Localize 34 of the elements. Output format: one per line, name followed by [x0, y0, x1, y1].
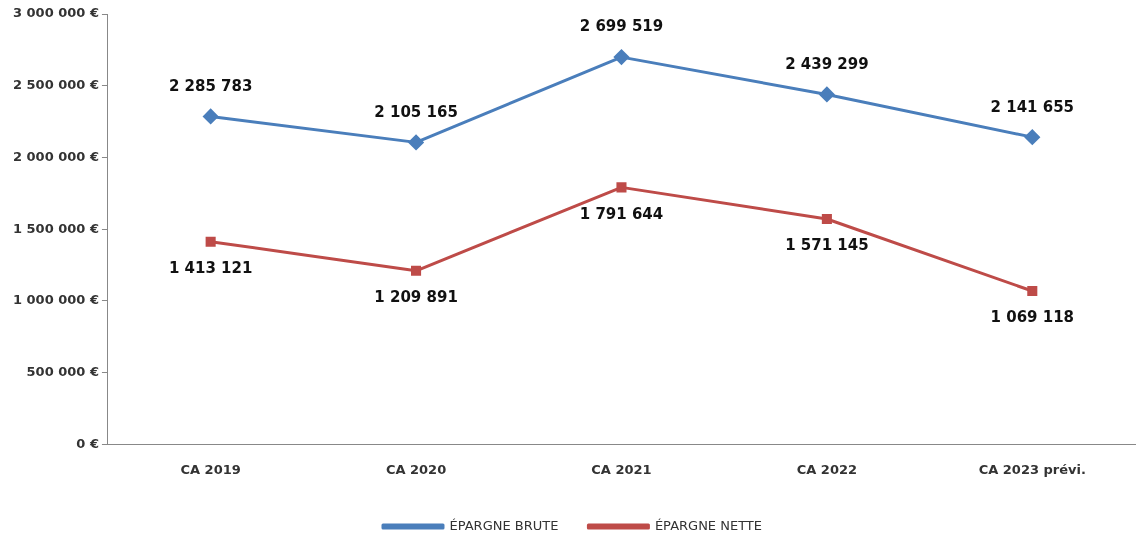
data-label: 2 105 165	[374, 102, 458, 121]
point	[203, 108, 219, 124]
y-tick-label: 3 000 000 €	[12, 5, 99, 21]
data-label: 2 141 655	[990, 97, 1075, 116]
data-label: 2 439 299	[785, 54, 869, 73]
point	[1027, 285, 1038, 297]
y-tick-label: 2 500 000 €	[12, 77, 99, 93]
point	[408, 134, 424, 150]
y-tick-label: 1 000 000 €	[12, 292, 99, 308]
x-tick-label: CA 2020	[385, 461, 447, 477]
data-label: 1 571 145	[785, 236, 869, 255]
point	[613, 49, 629, 65]
point	[616, 182, 627, 193]
point	[205, 236, 216, 247]
data-label: 1 069 118	[990, 308, 1075, 327]
point	[411, 265, 422, 276]
point	[1024, 129, 1040, 145]
y-tick-label: 1 500 000 €	[12, 220, 99, 236]
x-tick-label: CA 2019	[180, 461, 241, 477]
data-label: 1 791 644	[579, 204, 664, 223]
y-tick-label: 0 €	[76, 435, 99, 451]
legend-label: ÉPARGNE NETTE	[654, 517, 763, 533]
x-tick-label: CA 2023 prévi.	[978, 461, 1086, 477]
legend-label: ÉPARGNE BRUTE	[449, 517, 559, 533]
y-tick-label: 500 000 €	[26, 364, 99, 380]
y-tick-label: 2 000 000 €	[12, 148, 99, 164]
data-label: 1 413 121	[168, 259, 253, 278]
data-label: 2 699 519	[579, 17, 664, 36]
x-tick-label: CA 2022	[796, 461, 858, 477]
point	[821, 213, 832, 225]
data-label: 2 285 783	[168, 76, 253, 95]
x-tick-label: CA 2021	[591, 461, 652, 477]
data-label: 1 209 891	[374, 288, 458, 307]
point	[819, 86, 835, 102]
